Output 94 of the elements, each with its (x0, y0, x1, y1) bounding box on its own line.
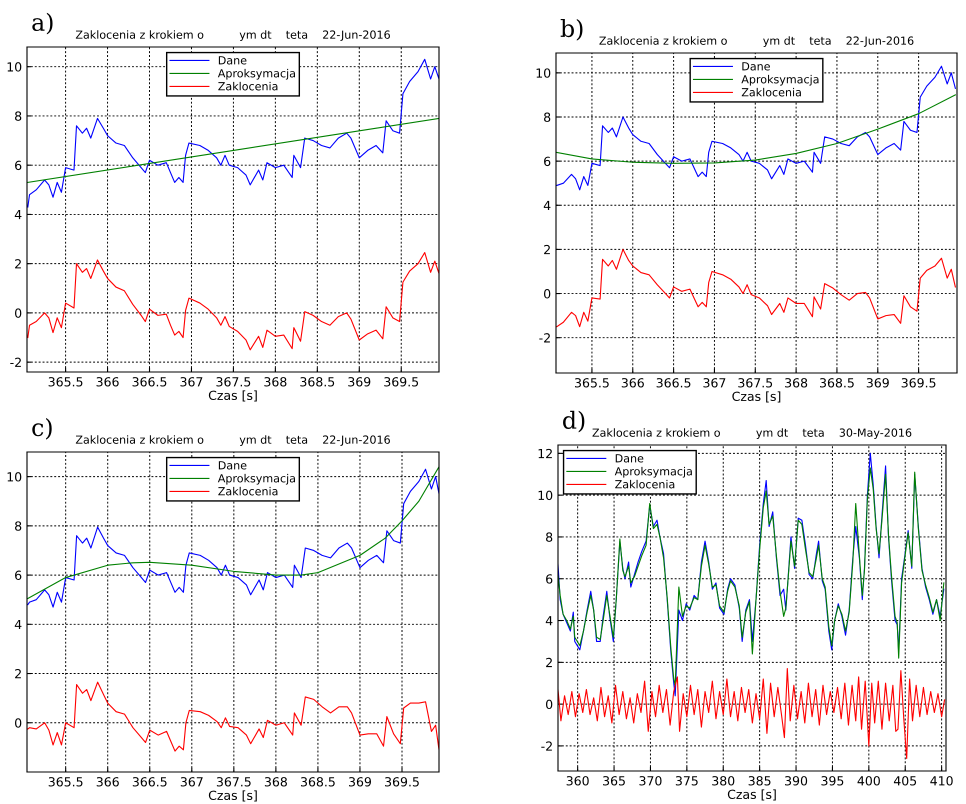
y-tick-label: 10 (8, 472, 22, 482)
y-tick-label: -2 (541, 741, 552, 751)
chart-title: Zaklocenia z krokiem o ym dt teta 30-May-2016 (592, 428, 912, 439)
x-tick-label: 385 (748, 776, 770, 786)
legend-label: Dane (218, 461, 246, 470)
line-series (27, 252, 439, 350)
x-tick-label: 369 (866, 378, 889, 388)
y-tick-label: 2 (546, 658, 552, 668)
chart-title: Zaklocenia z krokiem o ym dt teta 22-Jun-2016 (76, 30, 390, 41)
x-tick-label: 367.5 (738, 378, 772, 388)
x-tick-label: 369.5 (385, 777, 419, 787)
x-tick-label: 360 (566, 776, 589, 786)
x-tick-label: 369 (348, 377, 370, 387)
y-tick-label: 6 (15, 160, 22, 170)
x-tick-label: 365.5 (48, 377, 82, 387)
text: d) (563, 410, 584, 432)
legend-label: Aproksymacja (218, 474, 295, 485)
legend-label: Zaklocenia (218, 486, 278, 496)
y-tick-label: 4 (546, 616, 552, 626)
y-tick-label: 12 (538, 448, 552, 458)
y-tick-label: 10 (538, 490, 552, 500)
x-tick-label: 369.5 (902, 378, 936, 388)
x-tick-label: 366.5 (132, 377, 166, 387)
chart-title: Zaklocenia z krokiem o ym dt teta 22-Jun-2016 (76, 435, 390, 446)
legend-label: Zaklocenia (218, 82, 278, 90)
x-tick-label: 367 (703, 378, 726, 388)
x-tick-label: 375 (676, 776, 698, 786)
x-tick-label: 410 (930, 776, 953, 786)
legend-label: Zaklocenia (742, 88, 801, 96)
x-tick-label: 380 (712, 776, 734, 786)
x-tick-label: 367 (180, 777, 203, 787)
x-tick-label: 368.5 (820, 378, 854, 388)
y-tick-label: 10 (8, 62, 22, 72)
y-tick-label: 0 (544, 289, 550, 298)
y-tick-label: 2 (15, 669, 21, 678)
legend-label: Zaklocenia (615, 480, 674, 488)
legend-label: Dane (218, 56, 246, 64)
y-tick-label: 8 (15, 111, 22, 121)
text: c) (32, 418, 52, 440)
x-tick-label: 369 (348, 777, 372, 787)
y-tick-label: 6 (546, 574, 552, 584)
line-series (27, 682, 439, 752)
x-tick-label: 368.5 (300, 777, 335, 787)
y-tick-label: 0 (15, 308, 22, 318)
x-tick-label: 366.5 (132, 777, 167, 787)
x-tick-label: 367 (180, 377, 202, 387)
y-tick-label: 2 (15, 259, 21, 268)
y-tick-label: 4 (14, 210, 22, 220)
legend-label: Aproksymacja (741, 74, 818, 86)
x-tick-label: 370 (639, 776, 662, 786)
x-tick-label: 400 (858, 776, 880, 786)
x-tick-label: 390 (785, 776, 808, 786)
chart-title: Zaklocenia z krokiem o ym dt teta 22-Jun-2016 (599, 36, 914, 47)
x-tick-label: 369.5 (384, 377, 418, 387)
y-tick-label: 10 (536, 68, 550, 78)
x-tick-label: 366.5 (656, 378, 690, 388)
y-tick-label: 2 (544, 244, 550, 254)
line-series (558, 668, 946, 760)
y-tick-label: 8 (15, 521, 22, 531)
x-tick-label: 367.5 (216, 777, 251, 787)
legend-label: Aproksymacja (218, 68, 295, 80)
legend-label: Aproksymacja (614, 466, 692, 478)
line-series (556, 248, 956, 328)
x-axis-title: Czas [s] (208, 790, 257, 802)
text: a) (32, 12, 53, 34)
y-tick-label: -2 (539, 333, 550, 342)
x-tick-label: 366 (96, 777, 119, 787)
x-tick-label: 367.5 (216, 377, 250, 387)
text: b) (560, 18, 582, 41)
y-tick-label: 6 (15, 570, 22, 580)
y-tick-label: 4 (14, 620, 22, 630)
y-tick-label: -2 (10, 358, 21, 367)
x-tick-label: 366 (96, 377, 119, 387)
legend-label: Dane (616, 454, 644, 462)
x-axis-title: Czas [s] (732, 391, 780, 402)
x-tick-label: 366 (622, 378, 644, 388)
x-tick-label: 368 (264, 777, 287, 787)
x-axis-title: Czas [s] (728, 789, 776, 800)
x-tick-label: 368.5 (300, 377, 334, 387)
x-tick-label: 405 (894, 776, 916, 786)
x-tick-label: 365 (603, 776, 625, 786)
x-tick-label: 365.5 (48, 777, 82, 787)
y-tick-label: 0 (15, 718, 22, 728)
y-tick-label: 0 (546, 700, 552, 710)
y-tick-label: 4 (544, 200, 550, 210)
x-tick-label: 368 (785, 378, 808, 388)
x-axis-title: Czas [s] (208, 390, 257, 402)
y-tick-label: 8 (546, 532, 552, 542)
y-tick-label: 6 (544, 156, 550, 166)
y-tick-label: 8 (544, 112, 550, 122)
x-tick-label: 395 (821, 776, 844, 786)
x-tick-label: 365.5 (574, 378, 609, 388)
x-tick-label: 368 (264, 377, 286, 387)
legend-label: Dane (742, 62, 770, 70)
